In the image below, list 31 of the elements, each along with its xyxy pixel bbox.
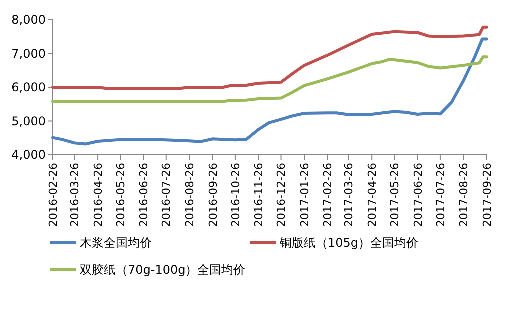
x-tick-label: 2016-09-26	[206, 163, 220, 227]
legend-label: 木浆全国均价	[80, 236, 152, 250]
line-series	[52, 56, 488, 104]
x-tick-label: 2016-02-26	[46, 163, 60, 227]
x-tick-label: 2016-10-26	[229, 163, 242, 227]
line-series	[52, 26, 488, 90]
legend-label: 铜版纸（105g）全国均价	[279, 236, 419, 250]
x-tick-label: 2016-08-26	[184, 163, 197, 227]
x-tick-label: 2016-03-26	[68, 163, 82, 227]
x-tick-label: 2017-07-26	[434, 163, 448, 227]
x-tick-label: 2016-07-26	[160, 163, 174, 227]
y-tick-label: 7,000	[12, 46, 46, 61]
x-tick-label: 2017-01-26	[298, 163, 312, 227]
x-tick-label: 2017-09-26	[480, 163, 494, 227]
x-tick-label: 2017-05-26	[388, 163, 402, 227]
x-tick-label: 2017-06-26	[412, 163, 425, 227]
x-tick-label: 2016-12-26	[275, 163, 288, 227]
line-series	[52, 38, 488, 146]
x-tick-label: 2017-02-26	[322, 163, 335, 227]
y-tick-label: 8,000	[12, 13, 46, 28]
x-tick-label: 2017-03-26	[342, 163, 356, 227]
y-tick-label: 6,000	[12, 80, 46, 95]
x-tick-label: 2017-04-26	[366, 163, 379, 227]
x-tick-label: 2016-05-26	[114, 163, 128, 227]
x-tick-label: 2017-08-26	[458, 163, 471, 227]
y-tick-label: 4,000	[12, 148, 46, 162]
x-tick-label: 2016-11-26	[252, 163, 266, 227]
y-tick-label: 5,000	[12, 114, 46, 128]
x-tick-label: 2016-06-26	[138, 163, 151, 227]
legend-label: 双胶纸（70g-100g）全国均价	[80, 263, 246, 278]
x-tick-label: 2016-04-26	[92, 163, 105, 227]
